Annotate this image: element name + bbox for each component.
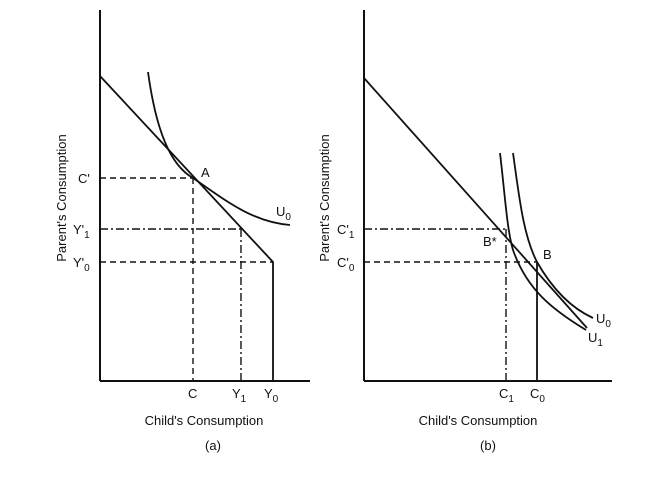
panel-b-y-axis-title: Parent's Consumption <box>317 134 332 262</box>
panel-a-ytick-y0-prime: Y'0 <box>73 255 90 274</box>
panel-a-ytick-c-prime: C' <box>78 171 90 186</box>
panel-b-point-b: B <box>543 247 552 262</box>
panel-a-xtick-c: C <box>188 386 197 401</box>
panel-a-indifference-curve-u0 <box>147 71 291 226</box>
panel-a: A U0 C' Y'1 Y'0 C Y1 Y0 Child's Consumpt… <box>54 10 310 453</box>
panel-b: B* B U0 U1 C'1 C'0 C1 C0 Child's Consump… <box>317 10 612 453</box>
panel-a-ytick-y1-prime: Y'1 <box>73 222 90 241</box>
panel-b-indifference-curve-u1 <box>499 152 587 331</box>
panel-b-x-axis-title: Child's Consumption <box>419 413 538 428</box>
panel-a-caption: (a) <box>205 438 221 453</box>
panel-a-point-a: A <box>201 165 210 180</box>
panel-b-point-b-star: B* <box>483 234 497 249</box>
panel-b-indifference-curve-u0 <box>512 152 594 319</box>
panel-a-xtick-y0: Y0 <box>264 386 279 405</box>
panel-b-caption: (b) <box>480 438 496 453</box>
panel-b-budget-line <box>363 77 588 329</box>
panel-b-curve-label-u1: U1 <box>588 330 603 349</box>
panel-b-curve-label-u0: U0 <box>596 311 611 330</box>
panel-a-x-axis-title: Child's Consumption <box>145 413 264 428</box>
panel-b-ytick-c1-prime: C'1 <box>337 222 355 241</box>
panel-b-ytick-c0-prime: C'0 <box>337 255 355 274</box>
panel-b-xtick-c1: C1 <box>499 386 514 405</box>
panel-b-xtick-c0: C0 <box>530 386 545 405</box>
panel-a-curve-label-u0: U0 <box>276 204 291 223</box>
panel-a-y-axis-title: Parent's Consumption <box>54 134 69 262</box>
panel-a-xtick-y1: Y1 <box>232 386 247 405</box>
